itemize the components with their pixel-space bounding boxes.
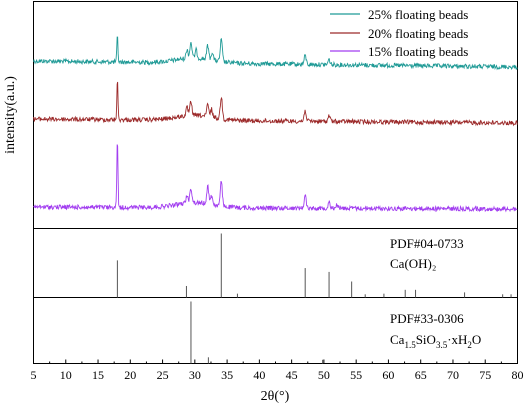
x-tick-label-15: 80 <box>512 368 524 382</box>
x-tick-label-4: 25 <box>157 368 169 382</box>
ref2-code: PDF#33-0306 <box>390 311 464 326</box>
y-axis-title: intensity(a.u.) <box>3 76 18 154</box>
x-ticks-layer: 5 10 15 20 25 30 35 40 45 50 55 60 65 70 75 80 <box>31 359 524 382</box>
x-tick-label-7: 40 <box>253 368 265 382</box>
x-tick-label-8: 45 <box>286 368 298 382</box>
x-tick-label-0: 5 <box>31 368 37 382</box>
x-tick-label-11: 60 <box>382 368 394 382</box>
x-tick-label-13: 70 <box>447 368 459 382</box>
x-tick-label-1: 10 <box>60 368 72 382</box>
x-axis-title: 2θ(°) <box>261 389 290 404</box>
ref1-formula: Ca(OH)₂ <box>390 256 436 271</box>
series-line-2 <box>33 144 518 213</box>
legend-label-20: 20% floating beads <box>368 26 468 41</box>
legend-label-15: 15% floating beads <box>368 44 468 59</box>
x-tick-label-6: 35 <box>221 368 233 382</box>
x-tick-label-10: 55 <box>350 368 362 382</box>
x-tick-label-3: 20 <box>124 368 136 382</box>
series-layer <box>33 36 518 213</box>
ref2-panel-frame <box>33 297 518 364</box>
series-line-0 <box>33 36 518 71</box>
legend-label-25: 25% floating beads <box>368 7 468 22</box>
ref2-formula: Ca1.5SiO3.5·xH2O <box>390 332 481 350</box>
series-line-1 <box>33 81 518 127</box>
x-tick-label-2: 15 <box>92 368 104 382</box>
x-tick-label-9: 50 <box>318 368 330 382</box>
x-tick-label-12: 65 <box>415 368 427 382</box>
x-tick-label-5: 30 <box>189 368 201 382</box>
x-tick-label-14: 75 <box>479 368 491 382</box>
legend: 25% floating beads 20% floating beads 15… <box>330 7 468 59</box>
reference-sticks-layer <box>116 233 512 364</box>
ref1-code: PDF#04-0733 <box>390 236 464 251</box>
